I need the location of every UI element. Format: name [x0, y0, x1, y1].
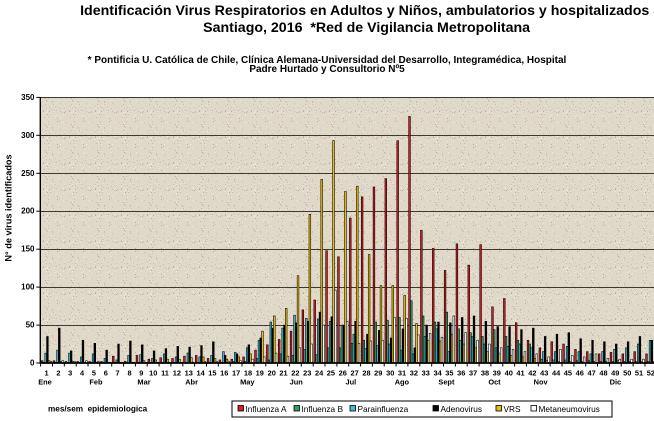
- svg-text:32: 32: [410, 369, 418, 378]
- svg-text:Nov: Nov: [534, 378, 549, 387]
- svg-text:Abr: Abr: [185, 378, 198, 387]
- svg-text:44: 44: [552, 369, 561, 378]
- svg-text:43: 43: [540, 369, 548, 378]
- svg-text:23: 23: [303, 369, 311, 378]
- svg-text:33: 33: [422, 369, 430, 378]
- svg-text:38: 38: [481, 369, 489, 378]
- svg-text:30: 30: [386, 369, 394, 378]
- svg-text:29: 29: [374, 369, 382, 378]
- svg-text:15: 15: [208, 369, 216, 378]
- svg-text:51: 51: [635, 369, 643, 378]
- svg-text:36: 36: [457, 369, 465, 378]
- svg-text:Influenza B: Influenza B: [302, 404, 344, 414]
- svg-text:6: 6: [104, 369, 108, 378]
- svg-text:VRS: VRS: [504, 404, 522, 414]
- svg-text:7: 7: [116, 369, 120, 378]
- svg-text:19: 19: [256, 369, 264, 378]
- svg-text:Ago: Ago: [395, 378, 410, 387]
- svg-text:12: 12: [173, 369, 181, 378]
- svg-text:39: 39: [493, 369, 501, 378]
- svg-text:300: 300: [21, 131, 35, 140]
- svg-text:Mar: Mar: [137, 378, 150, 387]
- svg-text:250: 250: [21, 169, 35, 178]
- svg-text:Metaneumovirus: Metaneumovirus: [539, 404, 600, 414]
- svg-text:5: 5: [92, 369, 96, 378]
- svg-text:9: 9: [139, 369, 143, 378]
- svg-text:10: 10: [149, 369, 157, 378]
- svg-text:Parainfluenza: Parainfluenza: [358, 404, 409, 414]
- svg-text:14: 14: [196, 369, 205, 378]
- svg-text:37: 37: [469, 369, 477, 378]
- svg-text:48: 48: [599, 369, 607, 378]
- svg-text:27: 27: [350, 369, 358, 378]
- svg-text:200: 200: [21, 207, 35, 216]
- svg-text:Ene: Ene: [38, 378, 52, 387]
- svg-text:34: 34: [433, 369, 442, 378]
- svg-text:25: 25: [327, 369, 335, 378]
- svg-text:3: 3: [68, 369, 72, 378]
- svg-text:1: 1: [44, 369, 48, 378]
- svg-text:Influenza A: Influenza A: [246, 404, 288, 414]
- svg-text:350: 350: [21, 93, 35, 102]
- svg-text:11: 11: [161, 369, 169, 378]
- svg-text:150: 150: [21, 245, 35, 254]
- svg-text:50: 50: [623, 369, 631, 378]
- svg-text:50: 50: [26, 321, 35, 330]
- svg-text:Sept: Sept: [438, 378, 455, 387]
- svg-text:47: 47: [587, 369, 595, 378]
- svg-text:Dic: Dic: [610, 378, 622, 387]
- svg-text:22: 22: [291, 369, 299, 378]
- svg-text:31: 31: [398, 369, 406, 378]
- svg-text:18: 18: [244, 369, 252, 378]
- svg-text:45: 45: [564, 369, 572, 378]
- svg-text:24: 24: [315, 369, 324, 378]
- svg-text:16: 16: [220, 369, 228, 378]
- svg-text:20: 20: [268, 369, 276, 378]
- svg-text:13: 13: [185, 369, 193, 378]
- svg-text:52: 52: [647, 369, 654, 378]
- svg-text:40: 40: [505, 369, 513, 378]
- svg-text:100: 100: [21, 283, 35, 292]
- svg-text:49: 49: [611, 369, 619, 378]
- svg-text:42: 42: [528, 369, 536, 378]
- svg-text:Adenovirus: Adenovirus: [441, 404, 483, 414]
- svg-text:N° de virus identificados: N° de virus identificados: [4, 154, 14, 261]
- svg-text:8: 8: [127, 369, 131, 378]
- svg-text:35: 35: [445, 369, 453, 378]
- svg-text:Jul: Jul: [345, 378, 356, 387]
- svg-text:28: 28: [362, 369, 370, 378]
- svg-text:0: 0: [30, 359, 35, 368]
- svg-text:41: 41: [516, 369, 524, 378]
- svg-text:May: May: [240, 378, 255, 387]
- svg-text:Jun: Jun: [290, 378, 304, 387]
- svg-text:4: 4: [80, 369, 85, 378]
- svg-text:Oct: Oct: [488, 378, 501, 387]
- svg-text:17: 17: [232, 369, 240, 378]
- svg-text:2: 2: [56, 369, 60, 378]
- svg-text:mes/sem epidemiologica: mes/sem epidemiologica: [48, 405, 148, 414]
- svg-text:Feb: Feb: [89, 378, 103, 387]
- svg-text:46: 46: [576, 369, 584, 378]
- svg-text:26: 26: [339, 369, 347, 378]
- svg-text:21: 21: [279, 369, 287, 378]
